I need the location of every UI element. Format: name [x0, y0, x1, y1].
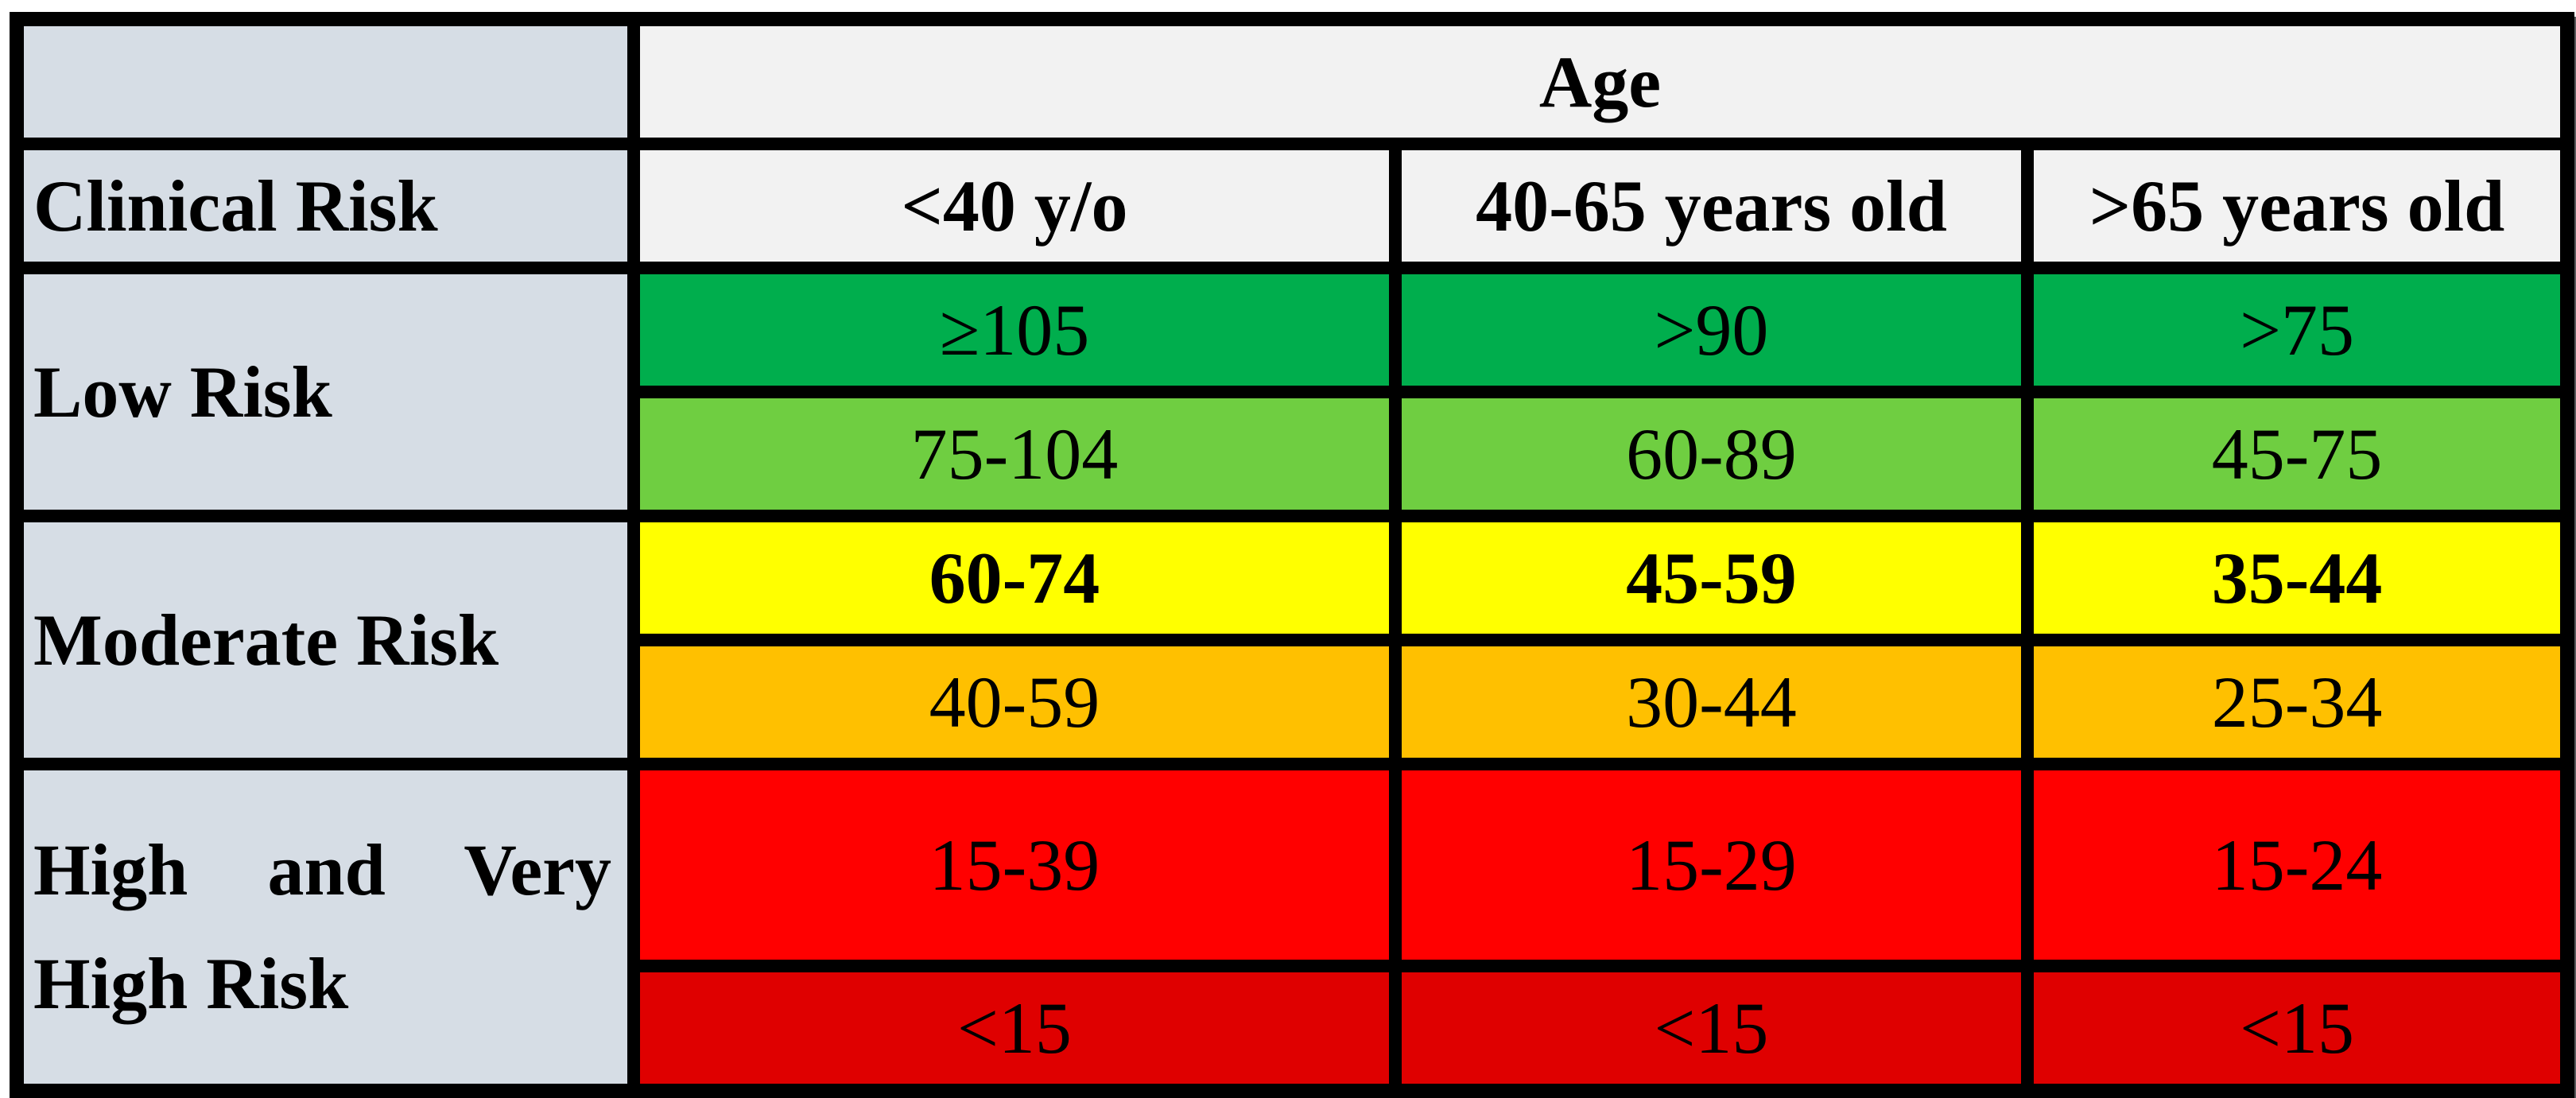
low-risk-lightgreen-under-40: 75-104	[627, 386, 1402, 522]
low-risk-green-40-65: >90	[1389, 262, 2034, 398]
moderate-risk-yellow-under-40: 60-74	[627, 510, 1402, 646]
high-risk-upper-band-row: High and Very High Risk 15-39 15-29 15-2…	[10, 758, 2574, 1097]
moderate-risk-orange-over-65: 25-34	[2020, 634, 2574, 770]
age-column-40-65: 40-65 years old	[1389, 138, 2034, 274]
low-risk-green-over-65: >75	[2020, 262, 2574, 398]
low-risk-label: Low Risk	[10, 262, 640, 522]
moderate-risk-upper-band-row: Moderate Risk 60-74 45-59 35-44	[10, 510, 2574, 770]
age-header-row: Age	[10, 13, 2574, 150]
moderate-risk-label: Moderate Risk	[10, 510, 640, 770]
high-risk-darkred-under-40: <15	[627, 960, 1402, 1097]
clinical-risk-age-table: Age Clinical Risk <40 y/o 40-65 years ol…	[10, 12, 2575, 1098]
high-risk-darkred-40-65: <15	[1389, 960, 2034, 1097]
corner-cell	[10, 13, 640, 150]
moderate-risk-orange-40-65: 30-44	[1389, 634, 2034, 770]
high-risk-red-under-40: 15-39	[627, 758, 1402, 972]
moderate-risk-orange-under-40: 40-59	[627, 634, 1402, 770]
age-column-under-40: <40 y/o	[627, 138, 1402, 274]
high-risk-red-over-65: 15-24	[2020, 758, 2574, 972]
high-risk-label: High and Very High Risk	[10, 758, 640, 1097]
low-risk-upper-band-row: Low Risk ≥105 >90 >75	[10, 262, 2574, 522]
moderate-risk-yellow-40-65: 45-59	[1389, 510, 2034, 646]
low-risk-green-under-40: ≥105	[627, 262, 1402, 398]
age-column-over-65: >65 years old	[2020, 138, 2574, 274]
high-risk-darkred-over-65: <15	[2020, 960, 2574, 1097]
low-risk-lightgreen-over-65: 45-75	[2020, 386, 2574, 522]
low-risk-lightgreen-40-65: 60-89	[1389, 386, 2034, 522]
clinical-risk-header: Clinical Risk	[10, 138, 640, 274]
age-header: Age	[627, 13, 2574, 150]
moderate-risk-yellow-over-65: 35-44	[2020, 510, 2574, 646]
low-risk-lower-band-row: 75-104 60-89 45-75	[17, 386, 2574, 522]
high-risk-red-40-65: 15-29	[1389, 758, 2034, 972]
column-header-row: Clinical Risk <40 y/o 40-65 years old >6…	[10, 138, 2574, 274]
moderate-risk-lower-band-row: 40-59 30-44 25-34	[17, 634, 2574, 770]
